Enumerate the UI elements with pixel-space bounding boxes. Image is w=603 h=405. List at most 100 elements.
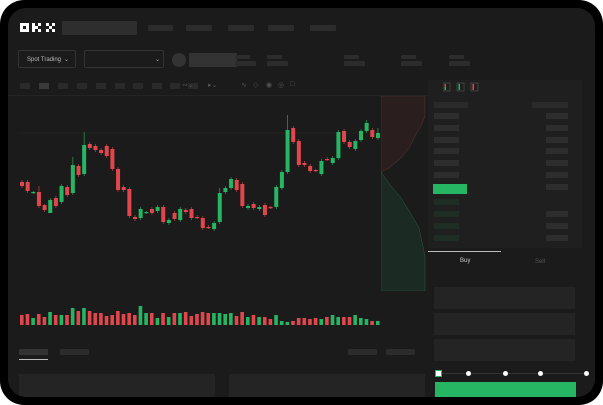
candle [48,200,53,213]
volume-bar [53,315,58,325]
volume-bar [155,318,160,325]
filter-button[interactable] [348,349,377,355]
volume-bar [31,318,35,325]
price-input[interactable] [434,287,575,309]
nav-item[interactable] [310,25,336,31]
candle [70,165,75,193]
line-icon[interactable]: ∿ [241,82,247,89]
tab-order-history[interactable] [60,349,89,355]
settings-icon[interactable]: ◎ [278,82,285,89]
volume-bar [149,313,154,325]
timeframe-button[interactable] [133,83,143,89]
volume-bar [268,319,273,325]
timeframe-button[interactable] [58,83,68,89]
timeframe-button[interactable] [96,83,106,89]
nav-item[interactable] [186,25,212,31]
volume-bar [200,312,205,325]
total-input[interactable] [434,339,575,361]
candle [93,146,98,150]
candle [364,123,369,131]
volume-bar [195,314,199,325]
bottom-panel-right [229,374,425,397]
candle [325,159,330,161]
volume-bar [48,312,52,325]
slider-step-75[interactable] [538,371,543,376]
volume-bar [121,314,126,325]
timeframe-button[interactable] [115,83,125,89]
amount-input[interactable] [434,313,575,335]
volume-bar [172,313,177,325]
candle [133,217,137,219]
volume-bar [325,317,329,325]
tab-open-orders[interactable] [19,349,48,355]
fullscreen-icon[interactable]: □ [290,81,295,88]
timeframe-button[interactable] [170,83,180,89]
search-input[interactable] [62,21,137,35]
ask-size [546,113,568,119]
slider-step-50[interactable] [503,371,508,376]
candle [347,142,352,147]
volume-bar [144,313,148,325]
candle [65,187,70,195]
volume-bar [212,313,216,325]
volume-bar [257,317,261,325]
bid-price [434,199,459,205]
okx-logo [20,23,55,32]
volume-bar [110,315,114,325]
volume-bar [36,314,41,325]
tab-sell[interactable]: Sell [535,259,546,265]
candle [212,223,217,229]
timeframe-button[interactable] [152,83,162,89]
buy-button[interactable] [435,382,576,397]
timeframe-button[interactable] [77,83,87,89]
volume-bar [25,314,30,325]
slider-step-25[interactable] [466,371,471,376]
stat-label [449,55,464,59]
candle [110,149,115,169]
book-bids-icon[interactable] [456,82,465,92]
candle [161,207,166,222]
volume-bar [161,313,165,325]
amount-slider-handle[interactable] [435,370,442,377]
timeframe-button[interactable] [39,83,49,89]
order-book-view-toggle [443,82,479,92]
candle [166,220,171,223]
market-selector[interactable]: Spot Trading ⌄ [18,50,76,68]
last-price-badge [433,184,467,194]
candle [308,166,313,171]
active-tab-indicator [19,359,48,360]
candlestick-chart[interactable] [8,8,428,338]
pair-selector[interactable]: ⌄ [84,50,164,68]
nav-item[interactable] [268,25,294,31]
candle [31,192,36,194]
stat-value [235,61,256,66]
indicator-icon[interactable]: ∾⌄ [182,82,194,89]
volume-bar [70,308,75,325]
bid-price [434,211,459,217]
camera-icon[interactable]: ◉ [266,82,273,89]
volume-bar [279,321,284,325]
app-screen: Spot Trading ⌄ ⌄ ∾⌄ ▸⌄ ∿ ◇ ◉ ◎ □ Buy Sel… [8,8,595,397]
volume-bar [99,313,103,325]
nav-item[interactable] [148,25,173,31]
candle [279,172,284,188]
candle [262,205,267,215]
candle [285,130,290,172]
slider-step-100[interactable] [584,371,589,376]
volume-bar [229,313,233,325]
nav-item[interactable] [228,25,254,31]
filter-button[interactable] [386,349,415,355]
candle [330,158,335,163]
order-book-header [434,102,468,108]
ruler-icon[interactable]: ◇ [253,82,259,89]
book-both-icon[interactable] [443,82,451,92]
timeframe-button[interactable] [20,83,30,89]
candle [183,210,188,212]
book-asks-icon[interactable] [470,82,479,92]
candle [25,182,30,191]
amount-slider-track[interactable] [438,373,588,374]
tab-buy[interactable]: Buy [460,258,471,264]
draw-tool-icon[interactable]: ▸⌄ [208,82,218,89]
timeframe-button[interactable] [188,83,198,89]
candle [121,187,126,190]
